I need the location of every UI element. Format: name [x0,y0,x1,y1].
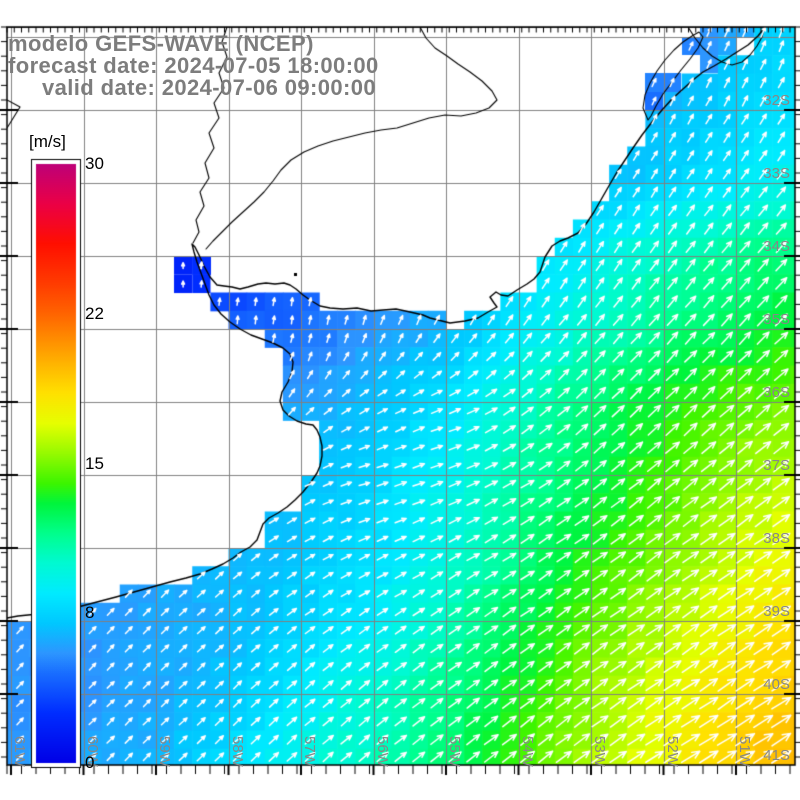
lon-label-52w: 52W [663,736,681,767]
colorbar-tick-label: 0 [85,753,95,772]
colorbar-tick-label: 8 [85,603,95,623]
lat-label-32s: 32S [763,92,790,109]
lon-label-58w: 58W [228,736,246,767]
colorbar-unit-label: [m/s] [29,132,66,151]
lon-label-59w: 59W [156,736,173,767]
lon-label-51w: 51W [736,736,753,767]
lat-label-34s: 34S [763,238,790,255]
lat-label-35s: 35S [763,311,790,328]
valid-date-line: valid date: 2024-07-06 09:00:00 [42,75,377,100]
lon-label-57w: 57W [301,736,318,767]
lat-label-38s: 38S [763,530,790,547]
lon-label-55w: 55W [446,736,463,767]
colorbar-tick-label: 22 [85,303,104,323]
lat-label-39s: 39S [763,603,790,620]
lat-label-37s: 37S [763,457,790,474]
colorbar-tick-label: 15 [85,453,104,473]
lon-label-56w: 56W [373,736,391,767]
lat-label-41s: 41S [763,747,790,764]
model-title: modelo GEFS-WAVE (NCEP) [8,31,314,56]
lon-label-61w: 61W [11,736,28,767]
lon-label-53w: 53W [591,736,608,767]
lat-label-36s: 36S [763,384,790,401]
lon-label-54w: 54W [518,736,536,767]
lat-label-40s: 40S [763,676,790,693]
forecast-date-line: forecast date: 2024-07-05 18:00:00 [8,53,379,78]
colorbar-tick-label: 30 [85,154,104,173]
lat-label-33s: 33S [763,165,790,182]
